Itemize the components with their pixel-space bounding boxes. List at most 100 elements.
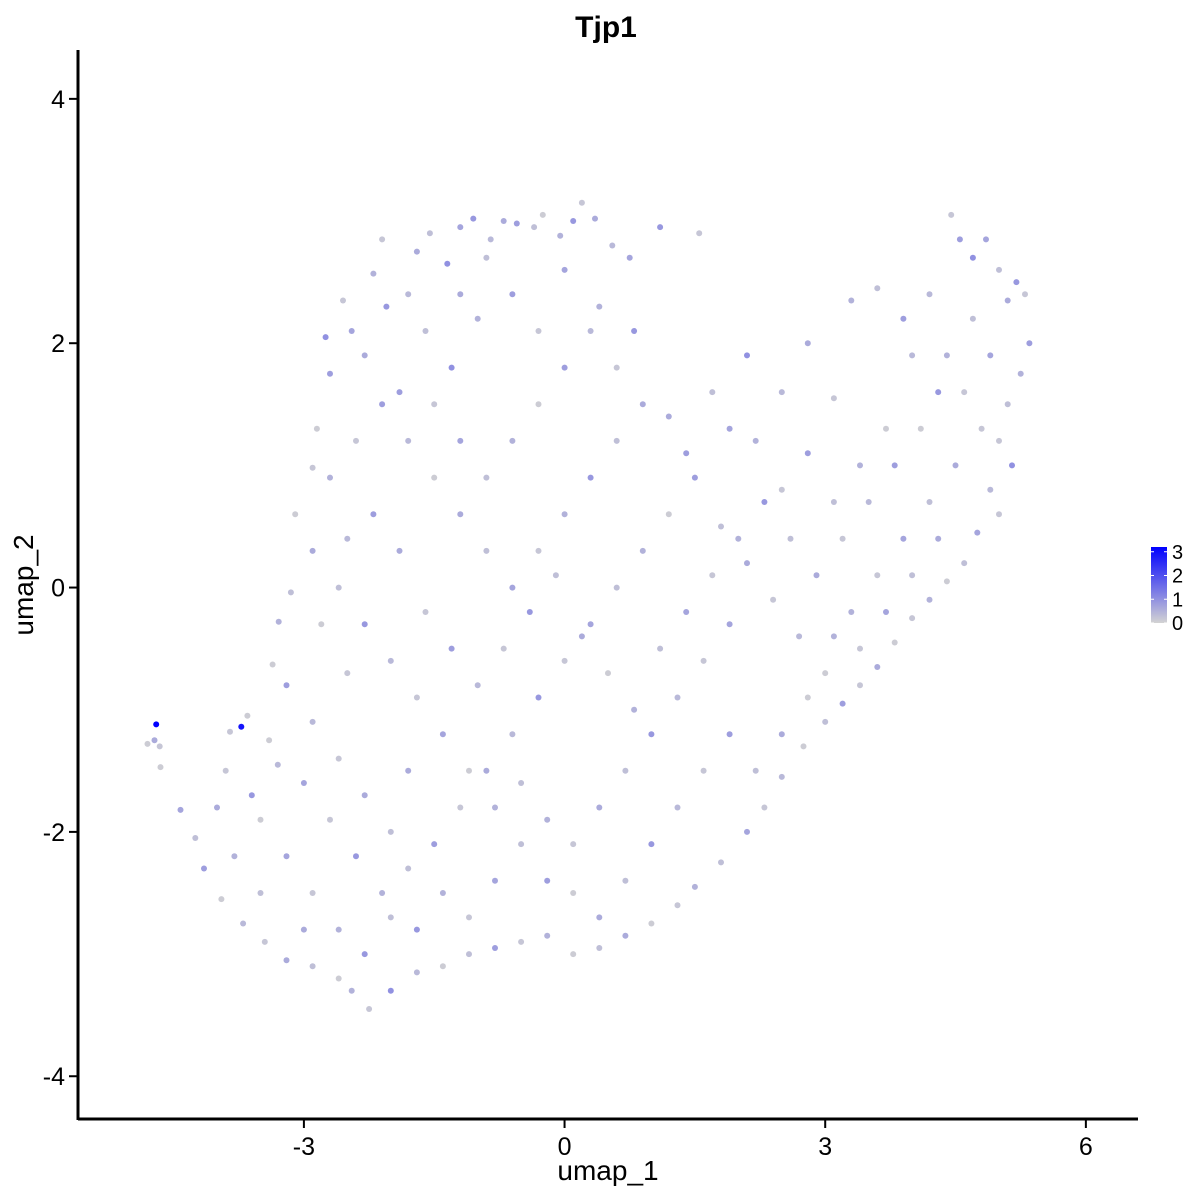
cell-point — [691, 474, 698, 481]
cell-point — [509, 291, 516, 298]
cell-point — [691, 883, 698, 890]
cell-point — [744, 352, 750, 359]
cell-point — [952, 462, 959, 469]
cell-point — [752, 767, 759, 774]
cell-point — [822, 718, 829, 725]
cell-point — [865, 499, 872, 505]
cell-point — [518, 780, 525, 786]
cell-point — [518, 841, 525, 848]
cell-point — [539, 211, 546, 218]
cell-point — [570, 951, 577, 958]
cell-point — [956, 236, 963, 243]
cell-point — [470, 215, 477, 222]
cell-point — [974, 529, 981, 536]
cell-point — [839, 535, 846, 542]
cell-point — [613, 437, 620, 444]
cell-point — [874, 285, 881, 292]
cell-point — [370, 270, 377, 277]
cell-point — [335, 926, 342, 933]
cell-point — [718, 523, 724, 530]
cell-point — [309, 718, 316, 725]
legend-tick-label: 2 — [1172, 566, 1183, 588]
cell-point — [822, 670, 829, 677]
cell-point — [648, 731, 655, 738]
cell-point — [439, 963, 446, 970]
cell-point — [674, 804, 681, 811]
cell-point — [778, 486, 785, 493]
color-legend-bar — [1151, 547, 1167, 623]
cell-point — [457, 437, 464, 444]
cell-point — [535, 547, 542, 554]
cell-point — [744, 828, 750, 835]
cell-point — [674, 902, 681, 909]
cell-point — [557, 232, 564, 239]
cell-point — [726, 621, 733, 628]
cell-point — [544, 816, 551, 823]
cell-point — [257, 816, 264, 823]
cell-point — [1013, 279, 1020, 286]
cell-point — [448, 645, 455, 652]
cell-point — [509, 437, 516, 444]
cell-point — [309, 464, 316, 471]
cell-point — [726, 731, 733, 738]
cell-point — [344, 535, 351, 542]
cell-point — [509, 584, 516, 591]
cell-point — [961, 389, 968, 396]
cell-point — [309, 890, 316, 896]
cell-point — [596, 945, 603, 951]
cell-point — [361, 621, 368, 628]
cell-point — [813, 572, 820, 579]
cell-point — [926, 499, 933, 505]
cell-point — [413, 969, 420, 976]
cell-point — [718, 859, 724, 866]
cell-point — [948, 211, 955, 218]
points-layer — [144, 199, 1033, 1012]
cell-point — [578, 633, 585, 640]
cell-point — [335, 584, 342, 591]
cell-point — [874, 572, 881, 579]
cell-point — [883, 425, 889, 432]
cell-point — [483, 547, 490, 554]
cell-point — [631, 328, 638, 334]
cell-point — [1026, 340, 1033, 347]
cell-point — [361, 792, 368, 799]
cell-point — [274, 761, 281, 768]
cell-point — [492, 804, 498, 811]
cell-point — [657, 645, 664, 652]
cell-point — [335, 975, 342, 982]
cell-point — [177, 806, 184, 813]
cell-point — [405, 865, 412, 872]
cell-point — [500, 645, 507, 652]
cell-point — [431, 401, 438, 408]
cell-point — [466, 767, 472, 774]
cell-point — [909, 352, 916, 359]
cell-point — [570, 218, 577, 224]
cell-point — [1022, 291, 1028, 298]
cell-point — [596, 303, 603, 310]
cell-point — [830, 633, 837, 640]
cell-point — [622, 877, 629, 884]
cell-point — [1004, 401, 1011, 408]
cell-point — [439, 890, 446, 896]
cell-point — [344, 670, 351, 677]
cell-point — [292, 511, 299, 518]
cell-point — [348, 987, 355, 994]
cell-point — [778, 389, 785, 396]
cell-point — [626, 254, 633, 261]
cell-point — [474, 682, 481, 689]
cell-point — [405, 437, 412, 444]
x-tick-label: 0 — [558, 1133, 572, 1161]
cell-point — [261, 938, 268, 945]
cell-point — [935, 389, 942, 396]
cell-point — [153, 721, 160, 728]
cell-point — [457, 804, 464, 811]
cell-point — [269, 661, 276, 668]
cell-point — [891, 462, 898, 469]
cell-point — [457, 291, 464, 298]
cell-point — [413, 926, 420, 933]
cell-point — [552, 572, 559, 579]
cell-point — [405, 767, 412, 774]
cell-point — [804, 694, 811, 701]
cell-point — [787, 535, 794, 542]
